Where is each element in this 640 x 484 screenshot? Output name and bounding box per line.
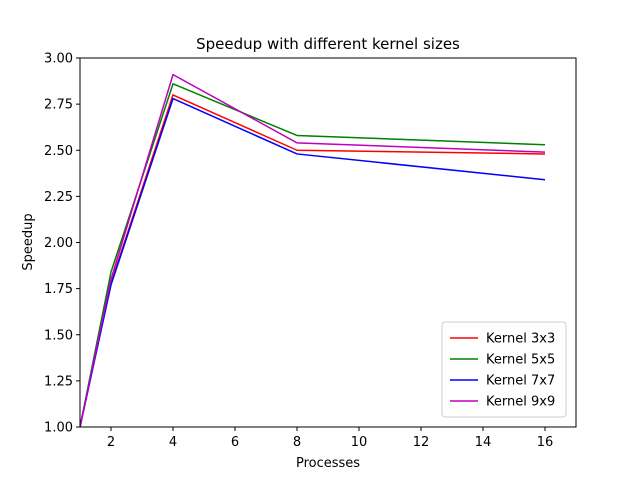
- plot-area: [80, 73, 546, 427]
- y-tick-label: 1.50: [44, 328, 73, 343]
- legend-label-3: Kernel 7x7: [486, 374, 555, 389]
- x-tick-label: 8: [293, 435, 301, 450]
- x-tick-label: 14: [475, 435, 492, 450]
- legend-label-4: Kernel 9x9: [486, 395, 555, 410]
- legend-label-1: Kernel 3x3: [486, 332, 555, 347]
- y-tick-label: 1.00: [44, 421, 73, 436]
- y-tick-label: 2.50: [44, 144, 73, 159]
- legend-box: [441, 321, 567, 418]
- series-line-4: [80, 73, 546, 427]
- y-tick-label: 2.75: [44, 98, 73, 113]
- x-tick-label: 6: [231, 435, 239, 450]
- y-tick-label: 3.00: [44, 52, 73, 67]
- x-tick-label: 12: [413, 435, 430, 450]
- series-line-2: [80, 83, 546, 427]
- y-tick-label: 2.00: [44, 236, 73, 251]
- x-tick-label: 2: [107, 435, 115, 450]
- legend: Kernel 3x3 Kernel 5x5 Kernel 7x7 Kernel 9x9: [441, 321, 567, 418]
- series-line-3: [80, 97, 546, 427]
- x-tick-label: 4: [169, 435, 177, 450]
- x-axis-title: Processes: [296, 456, 360, 471]
- y-tick-label: 1.25: [44, 374, 73, 389]
- chart-title: Speedup with different kernel sizes: [196, 35, 460, 53]
- y-tick-label: 2.25: [44, 190, 73, 205]
- legend-label-2: Kernel 5x5: [486, 353, 555, 368]
- x-tick-label: 10: [351, 435, 368, 450]
- y-tick-label: 1.75: [44, 282, 73, 297]
- y-axis-title: Speedup: [21, 213, 36, 270]
- axis-ticks: 2 4 6 8 10 12 14 16 1.00 1.25 1.50 1.75 2.00 2.25 2.50…: [44, 52, 553, 451]
- x-tick-label: 16: [537, 435, 554, 450]
